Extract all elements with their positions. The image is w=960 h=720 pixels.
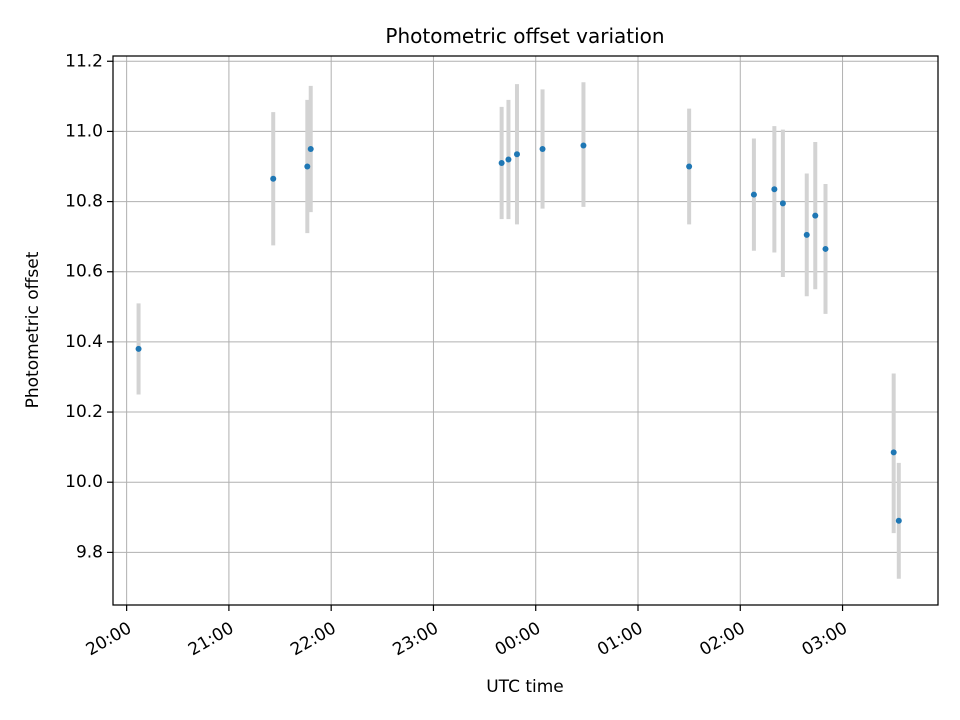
y-tick-label: 9.8 (76, 542, 103, 562)
data-point (499, 160, 505, 166)
data-point (304, 164, 310, 170)
y-tick-label: 10.0 (65, 472, 103, 492)
data-point (136, 346, 142, 352)
y-tick-label: 10.8 (65, 192, 103, 212)
y-tick-label: 11.0 (65, 121, 103, 141)
y-tick-label: 10.6 (65, 262, 103, 282)
x-axis-label: UTC time (486, 677, 564, 697)
y-tick-label: 10.2 (65, 402, 103, 422)
data-point (514, 151, 520, 157)
data-point (780, 200, 786, 206)
data-point (891, 449, 897, 455)
y-axis-label: Photometric offset (23, 251, 43, 408)
data-point (540, 146, 546, 152)
data-point (823, 246, 829, 252)
y-tick-label: 10.4 (65, 332, 103, 352)
data-point (580, 142, 586, 148)
chart-title: Photometric offset variation (385, 24, 664, 48)
data-point (896, 518, 902, 524)
data-point (505, 156, 511, 162)
data-point (804, 232, 810, 238)
data-point (812, 213, 818, 219)
data-point (771, 186, 777, 192)
plot-area (113, 56, 938, 605)
chart: Photometric offset variation 20:00 21:00 2… (0, 0, 960, 720)
data-point (308, 146, 314, 152)
data-point (686, 164, 692, 170)
data-point (751, 192, 757, 198)
data-point (270, 176, 276, 182)
y-tick-label: 11.2 (65, 51, 103, 71)
